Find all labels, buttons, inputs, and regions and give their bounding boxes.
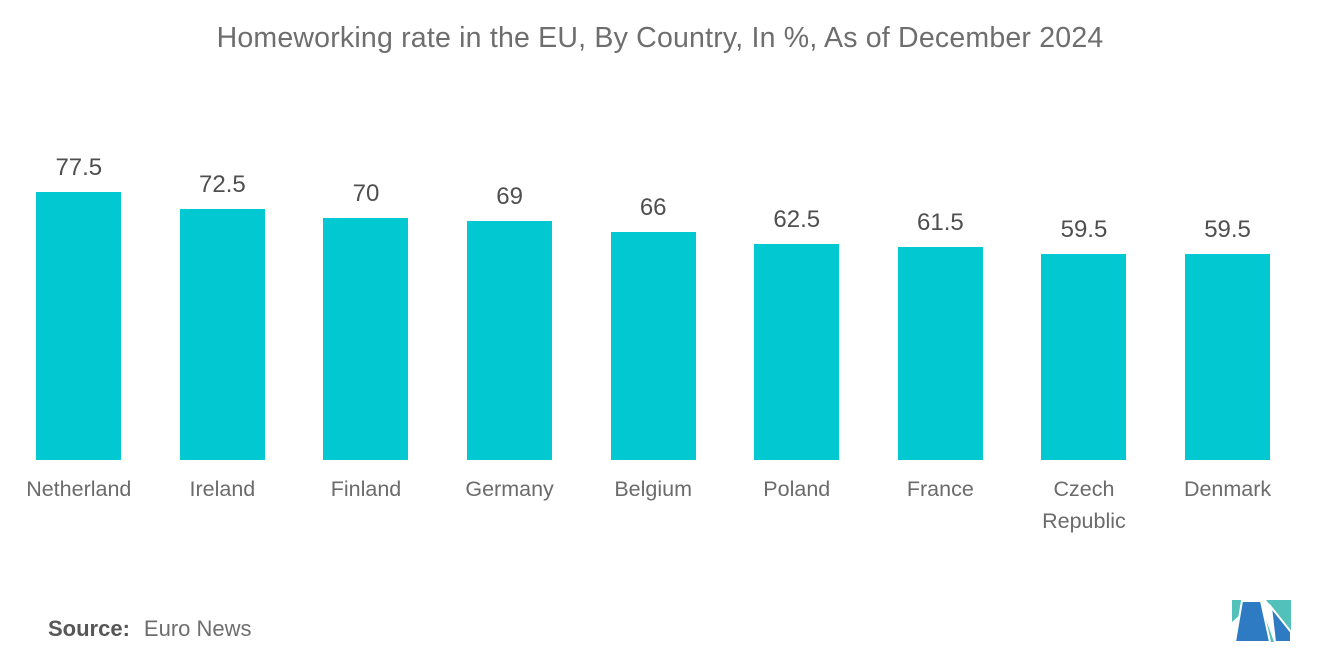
chart-column: 62.5 Poland <box>725 156 869 537</box>
bar-stack: 66 <box>610 156 696 460</box>
bar-stack: 72.5 <box>179 156 265 460</box>
category-label: Germany <box>465 477 554 501</box>
bar <box>323 217 409 460</box>
bar <box>179 209 265 460</box>
bar-stack: 59.5 <box>1041 156 1127 460</box>
source-label: Source: <box>48 615 130 641</box>
category-label: Denmark <box>1183 477 1272 501</box>
chart-title: Homeworking rate in the EU, By Country, … <box>216 22 1104 54</box>
chart-column: 70 Finland <box>294 156 438 537</box>
chart-column: 66 Belgium <box>581 156 725 537</box>
bar <box>36 192 122 460</box>
bar-stack: 59.5 <box>1185 156 1271 460</box>
bar-chart: 77.5 Netherland 72.5 Ireland 70 Finland 69 Germ… <box>7 156 1300 537</box>
m-monogram-logo <box>1232 600 1292 642</box>
bar-value-label: 72.5 <box>199 171 246 199</box>
bar-value-label: 59.5 <box>1204 216 1251 244</box>
category-label: France <box>906 477 974 501</box>
source-value: Euro News <box>143 615 252 641</box>
chart-column: 59.5 Denmark <box>1156 156 1300 537</box>
bar <box>754 243 840 460</box>
bar <box>610 231 696 460</box>
chart-column: 77.5 Netherland <box>7 156 151 537</box>
bar-value-label: 61.5 <box>917 209 964 237</box>
category-label: Netherland <box>26 477 132 501</box>
category-label: Poland <box>763 477 831 501</box>
bar-stack: 77.5 <box>36 154 122 460</box>
category-label: Belgium <box>614 477 693 501</box>
chart-column: 61.5 France <box>869 156 1013 537</box>
bar-value-label: 59.5 <box>1060 216 1108 244</box>
bar-stack: 69 <box>467 156 553 460</box>
chart-column: 69 Germany <box>438 156 582 537</box>
bar-stack: 70 <box>323 156 409 460</box>
source-line: Source: Euro News <box>48 616 252 641</box>
bar-value-label: 70 <box>352 179 380 207</box>
chart-column: 59.5 Czech Republic <box>1012 156 1156 537</box>
category-label: Czech Republic <box>1042 477 1126 533</box>
bar-value-label: 62.5 <box>773 205 821 233</box>
bar-value-label: 66 <box>639 193 667 221</box>
bar-stack: 61.5 <box>897 156 983 460</box>
bar <box>467 221 553 460</box>
bar <box>1185 254 1271 460</box>
bar-value-label: 69 <box>496 183 523 211</box>
bar-value-label: 77.5 <box>55 154 103 181</box>
chart-column: 72.5 Ireland <box>151 156 295 537</box>
bar <box>1041 254 1127 460</box>
category-label: Ireland <box>189 477 256 501</box>
bar <box>897 247 983 460</box>
category-label: Finland <box>330 477 402 501</box>
bar-stack: 62.5 <box>754 156 840 460</box>
